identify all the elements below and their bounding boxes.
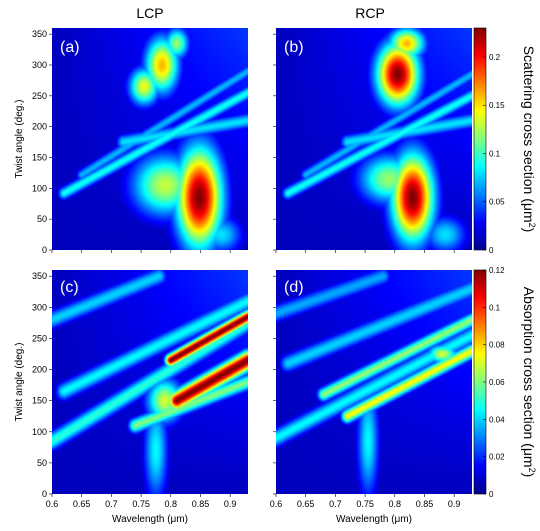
colorbar-title-scattering: Scattering cross section (μm2) (521, 46, 537, 233)
x-tick-label: 0.7 (329, 499, 342, 509)
y-tick-label: 350 (32, 29, 47, 39)
y-tick-label: 350 (32, 271, 47, 281)
y-tick-label: 300 (32, 302, 47, 312)
y-tick-label: 0 (42, 245, 47, 255)
x-tick-label: 0.75 (132, 499, 150, 509)
column-title-rcp: RCP (355, 5, 385, 21)
y-axis-title-top: Twist angle (deg.) (14, 100, 25, 179)
heatmap-panel-b (276, 28, 472, 250)
colorbar-tick-label: 0.1 (489, 303, 501, 312)
x-tick-label: 0.7 (105, 499, 118, 509)
y-tick-label: 50 (37, 214, 47, 224)
y-tick-label: 200 (32, 365, 47, 375)
x-tick-label: 0.75 (356, 499, 374, 509)
x-axis-title-right: Wavelength (μm) (336, 514, 412, 525)
colorbar-tick-label: 0.2 (489, 53, 501, 62)
panel-label-a: (a) (60, 39, 80, 56)
colorbar-tick-label: 0.08 (489, 341, 505, 350)
colorbar-tick-label: 0 (489, 490, 494, 499)
colorbar-title-absorption: Absorption cross section (μm2) (521, 287, 537, 478)
x-tick-label: 0.9 (224, 499, 237, 509)
y-tick-label: 150 (32, 153, 47, 163)
x-tick-label: 0.65 (73, 499, 91, 509)
y-tick-label: 50 (37, 458, 47, 468)
y-tick-label: 150 (32, 396, 47, 406)
y-tick-label: 300 (32, 60, 47, 70)
colorbar-tick-label: 0.06 (489, 378, 505, 387)
x-tick-label: 0.65 (297, 499, 315, 509)
x-tick-label: 0.6 (270, 499, 283, 509)
colorbar-tick-label: 0.05 (489, 198, 505, 207)
colorbar-tick-label: 0.12 (489, 266, 505, 275)
y-axis-title-bottom: Twist angle (deg.) (14, 343, 25, 422)
x-tick-label: 0.8 (165, 499, 178, 509)
colorbar-tick-label: 0.1 (489, 149, 501, 158)
x-axis-title-left: Wavelength (μm) (112, 514, 188, 525)
y-tick-label: 200 (32, 122, 47, 132)
y-tick-label: 100 (32, 183, 47, 193)
y-tick-label: 100 (32, 427, 47, 437)
y-tick-label: 250 (32, 91, 47, 101)
x-tick-label: 0.85 (192, 499, 210, 509)
panel-label-c: (c) (60, 279, 79, 296)
heatmap-panel-c (52, 270, 248, 494)
column-title-lcp: LCP (136, 5, 163, 21)
panel-label-d: (d) (284, 279, 304, 296)
y-tick-label: 250 (32, 333, 47, 343)
colorbar-tick-label: 0.04 (489, 415, 505, 424)
colorbar-scattering (473, 27, 487, 251)
colorbar-tick-label: 0.02 (489, 453, 505, 462)
colorbar-tick-label: 0 (489, 246, 494, 255)
x-tick-label: 0.6 (46, 499, 59, 509)
x-tick-label: 0.8 (389, 499, 402, 509)
axes-ticks: 0 50 100 150 200 250 300 350 0 50 100 150 200 250 300 3… (32, 29, 505, 509)
y-tick-label: 0 (42, 489, 47, 499)
x-tick-label: 0.85 (416, 499, 434, 509)
colorbar-tick-label: 0.15 (489, 101, 505, 110)
panel-label-b: (b) (284, 39, 304, 56)
heatmap-panel-d (276, 270, 472, 494)
x-tick-label: 0.9 (448, 499, 461, 509)
heatmap-panel-a (52, 28, 248, 250)
